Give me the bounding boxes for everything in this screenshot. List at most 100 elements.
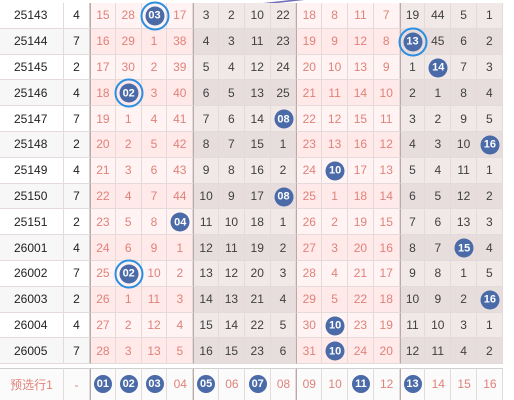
omission-cell: 6: [425, 209, 452, 236]
issue-number: 25147: [0, 106, 64, 132]
omission-cell: 10: [219, 209, 245, 236]
omission-cell: 39: [167, 54, 194, 81]
omission-cell: 30: [115, 54, 142, 81]
omission-cell: 8: [451, 80, 477, 107]
omission-cell: 11: [244, 28, 271, 55]
preselect-ball-selected[interactable]: 02: [119, 375, 138, 393]
omission-cell: 15: [348, 106, 374, 132]
omission-cell: 3: [399, 106, 426, 132]
omission-cell: 24: [296, 157, 323, 184]
omission-cell: 4: [115, 183, 142, 210]
omission-cell: 28: [90, 338, 116, 365]
omission-cell: 14: [244, 106, 271, 132]
omission-cell: 17: [348, 157, 374, 184]
sum-value: 7: [64, 338, 90, 365]
preselect-ball-selected[interactable]: 07: [248, 375, 267, 393]
omission-cell: 6: [193, 80, 219, 107]
preselect-ball-selected[interactable]: 03: [145, 375, 164, 393]
omission-cell: 4: [322, 261, 348, 287]
omission-cell: 17: [90, 54, 116, 81]
omission-cell: 4: [167, 312, 194, 339]
omission-cell: 14: [219, 312, 245, 339]
omission-cell: 9: [373, 54, 400, 81]
omission-cell: 19: [296, 28, 323, 55]
issue-number: 25149: [0, 157, 64, 184]
omission-cell: 25: [296, 183, 323, 210]
preselect-ball-selected[interactable]: 01: [93, 375, 112, 393]
omission-cell: 2: [425, 106, 452, 132]
issue-number: 26001: [0, 235, 64, 261]
omission-cell: 13: [219, 286, 245, 313]
omission-cell: 15: [244, 132, 271, 158]
omission-cell: 5: [451, 3, 477, 29]
omission-cell: 9: [219, 183, 245, 210]
omission-cell: 22: [90, 183, 116, 210]
highlight-ring: [114, 259, 144, 289]
omission-cell: 7: [193, 106, 219, 132]
omission-cell: 23: [244, 338, 271, 365]
omission-cell: 4: [425, 157, 452, 184]
omission-cell: 13: [451, 209, 477, 236]
omission-cell: 45: [425, 28, 452, 55]
omission-cell: 16: [244, 157, 271, 184]
omission-cell: 3: [193, 3, 219, 29]
omission-cell: 5: [477, 261, 503, 287]
omission-cell: 4: [477, 235, 503, 261]
omission-cell: 14: [193, 286, 219, 313]
preselect-number[interactable]: 15: [457, 377, 471, 391]
omission-cell: 9: [399, 261, 426, 287]
omission-cell: 10: [322, 54, 348, 81]
omission-cell: 5: [399, 157, 426, 184]
omission-cell: 19: [373, 312, 400, 339]
omission-cell: 7: [141, 183, 168, 210]
omission-cell: 8: [322, 3, 348, 29]
omission-cell: 13: [348, 54, 374, 81]
preselect-ball-selected[interactable]: 11: [351, 375, 370, 393]
omission-cell: 19: [244, 235, 271, 261]
issue-number: 25143: [0, 3, 64, 29]
omission-cell: 2: [141, 54, 168, 81]
omission-cell: 38: [167, 28, 194, 55]
omission-cell: 44: [425, 3, 452, 29]
omission-cell: 7: [425, 235, 452, 261]
omission-cell: 6: [115, 235, 142, 261]
omission-cell: 8: [219, 157, 245, 184]
hit-number-ball: 15: [454, 238, 474, 258]
preselect-ball-selected[interactable]: 05: [197, 375, 216, 393]
preselect-number[interactable]: 08: [276, 377, 291, 391]
issue-number: 25145: [0, 54, 64, 81]
omission-cell: 11: [348, 3, 374, 29]
preselect-sum-dash: -: [64, 368, 90, 400]
sum-value: 2: [64, 209, 90, 236]
omission-cell: 25: [270, 80, 297, 107]
omission-cell: 2: [477, 338, 503, 365]
omission-cell: 26: [296, 209, 323, 236]
highlight-ring: [114, 78, 144, 108]
omission-cell: 28: [296, 261, 323, 287]
omission-cell: 11: [451, 157, 477, 184]
omission-cell: 5: [425, 183, 452, 210]
omission-cell: 5: [322, 286, 348, 313]
omission-cell: 13: [373, 157, 400, 184]
omission-cell: 23: [296, 132, 323, 158]
preselect-number[interactable]: 12: [380, 377, 394, 391]
omission-cell: 1: [477, 157, 503, 184]
hit-number-ball: 16: [480, 135, 500, 155]
preselect-ball-selected[interactable]: 13: [403, 375, 422, 393]
preselect-number[interactable]: 10: [328, 377, 342, 391]
issue-number: 25148: [0, 132, 64, 158]
preselect-number[interactable]: 09: [302, 377, 316, 391]
omission-cell: 21: [90, 157, 116, 184]
preselect-number[interactable]: 04: [173, 377, 187, 391]
preselect-cell: [451, 368, 477, 400]
preselect-number[interactable]: 14: [431, 377, 445, 391]
omission-cell: 26: [90, 286, 116, 313]
omission-cell: 11: [399, 312, 426, 339]
omission-cell: 12: [219, 261, 245, 287]
omission-cell: 17: [373, 261, 400, 287]
preselect-number[interactable]: 06: [225, 377, 239, 391]
omission-cell: 16: [348, 132, 374, 158]
preselect-cell: [167, 368, 194, 400]
preselect-number[interactable]: 16: [483, 377, 497, 391]
omission-cell: 8: [193, 132, 219, 158]
